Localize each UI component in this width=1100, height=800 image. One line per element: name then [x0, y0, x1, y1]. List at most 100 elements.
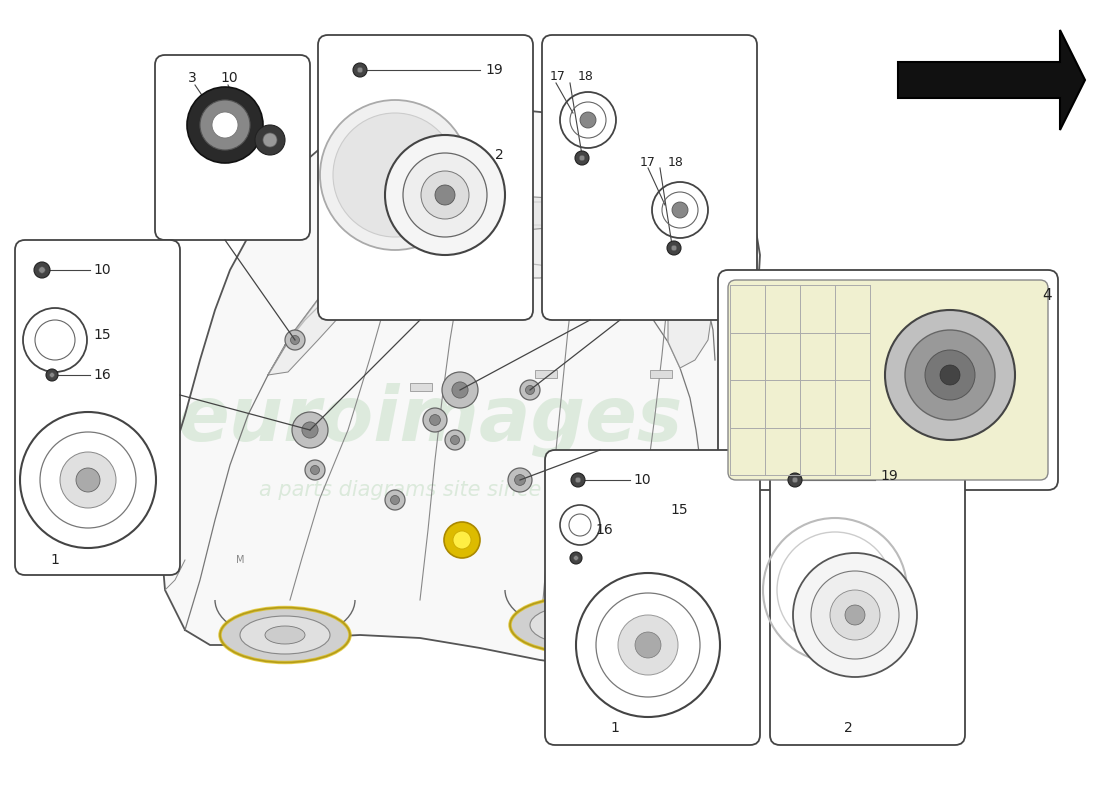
- Circle shape: [285, 330, 305, 350]
- Ellipse shape: [220, 607, 350, 662]
- Polygon shape: [575, 230, 668, 295]
- Polygon shape: [898, 30, 1085, 130]
- Text: 3: 3: [188, 71, 197, 85]
- Circle shape: [421, 171, 469, 219]
- Circle shape: [305, 460, 324, 480]
- Circle shape: [671, 245, 676, 250]
- Circle shape: [212, 112, 238, 138]
- Circle shape: [672, 202, 688, 218]
- Circle shape: [200, 100, 250, 150]
- FancyBboxPatch shape: [155, 55, 310, 240]
- FancyBboxPatch shape: [542, 35, 757, 320]
- Circle shape: [618, 615, 678, 675]
- Polygon shape: [160, 108, 760, 670]
- Text: 2: 2: [844, 721, 852, 735]
- Circle shape: [667, 241, 681, 255]
- Text: 19: 19: [485, 63, 503, 77]
- Circle shape: [430, 414, 440, 426]
- Circle shape: [573, 555, 579, 560]
- Circle shape: [46, 369, 58, 381]
- Circle shape: [925, 350, 975, 400]
- Ellipse shape: [556, 616, 595, 634]
- Polygon shape: [350, 235, 460, 305]
- Circle shape: [830, 590, 880, 640]
- Text: a parts diagrams site since 1985: a parts diagrams site since 1985: [258, 480, 601, 500]
- Circle shape: [452, 382, 469, 398]
- Circle shape: [575, 477, 581, 482]
- Polygon shape: [415, 195, 585, 232]
- Circle shape: [508, 468, 532, 492]
- Circle shape: [788, 473, 802, 487]
- Circle shape: [424, 408, 447, 432]
- Polygon shape: [268, 228, 405, 375]
- Circle shape: [403, 153, 487, 237]
- Circle shape: [520, 380, 540, 400]
- Circle shape: [263, 133, 277, 147]
- Circle shape: [793, 553, 917, 677]
- Circle shape: [320, 100, 470, 250]
- FancyBboxPatch shape: [728, 280, 1048, 480]
- Ellipse shape: [240, 616, 330, 654]
- Circle shape: [442, 372, 478, 408]
- FancyBboxPatch shape: [15, 240, 180, 575]
- Circle shape: [526, 386, 535, 394]
- Circle shape: [290, 335, 299, 345]
- Circle shape: [515, 474, 526, 486]
- Text: 15: 15: [94, 328, 111, 342]
- Circle shape: [886, 310, 1015, 440]
- Circle shape: [580, 155, 585, 161]
- Text: 16: 16: [595, 523, 613, 537]
- Circle shape: [34, 262, 50, 278]
- Ellipse shape: [510, 598, 640, 653]
- Circle shape: [580, 112, 596, 128]
- FancyBboxPatch shape: [718, 270, 1058, 490]
- Circle shape: [453, 531, 471, 549]
- Text: 18: 18: [668, 157, 684, 170]
- Circle shape: [451, 435, 460, 445]
- Circle shape: [811, 571, 899, 659]
- Bar: [535, 370, 557, 378]
- Ellipse shape: [485, 207, 515, 222]
- Circle shape: [940, 365, 960, 385]
- Circle shape: [255, 125, 285, 155]
- Text: 19: 19: [880, 469, 898, 483]
- Text: 2: 2: [495, 148, 504, 162]
- FancyBboxPatch shape: [770, 450, 965, 745]
- Bar: [650, 370, 672, 378]
- Circle shape: [845, 605, 865, 625]
- Text: 10: 10: [94, 263, 111, 277]
- Circle shape: [385, 490, 405, 510]
- Text: euroimages: euroimages: [177, 382, 683, 458]
- Ellipse shape: [530, 606, 620, 644]
- Text: 15: 15: [670, 503, 688, 517]
- Text: 10: 10: [632, 473, 650, 487]
- Text: 10: 10: [220, 71, 238, 85]
- Circle shape: [446, 430, 465, 450]
- Circle shape: [575, 151, 589, 165]
- Ellipse shape: [265, 626, 305, 644]
- Circle shape: [60, 452, 116, 508]
- Circle shape: [76, 468, 100, 492]
- Circle shape: [390, 495, 399, 505]
- Circle shape: [292, 412, 328, 448]
- Text: 1: 1: [51, 553, 59, 567]
- FancyBboxPatch shape: [318, 35, 534, 320]
- Circle shape: [635, 632, 661, 658]
- Circle shape: [792, 477, 798, 482]
- Text: 17: 17: [550, 70, 565, 83]
- Circle shape: [358, 67, 363, 73]
- Circle shape: [301, 422, 318, 438]
- Polygon shape: [460, 225, 575, 280]
- Circle shape: [385, 135, 505, 255]
- Ellipse shape: [475, 202, 525, 227]
- Bar: [410, 383, 432, 391]
- Text: 16: 16: [94, 368, 111, 382]
- Circle shape: [570, 552, 582, 564]
- Circle shape: [571, 473, 585, 487]
- Circle shape: [353, 63, 367, 77]
- FancyBboxPatch shape: [544, 450, 760, 745]
- Text: 18: 18: [578, 70, 594, 83]
- Circle shape: [39, 266, 45, 274]
- Text: 4: 4: [1042, 287, 1052, 302]
- Circle shape: [50, 373, 54, 378]
